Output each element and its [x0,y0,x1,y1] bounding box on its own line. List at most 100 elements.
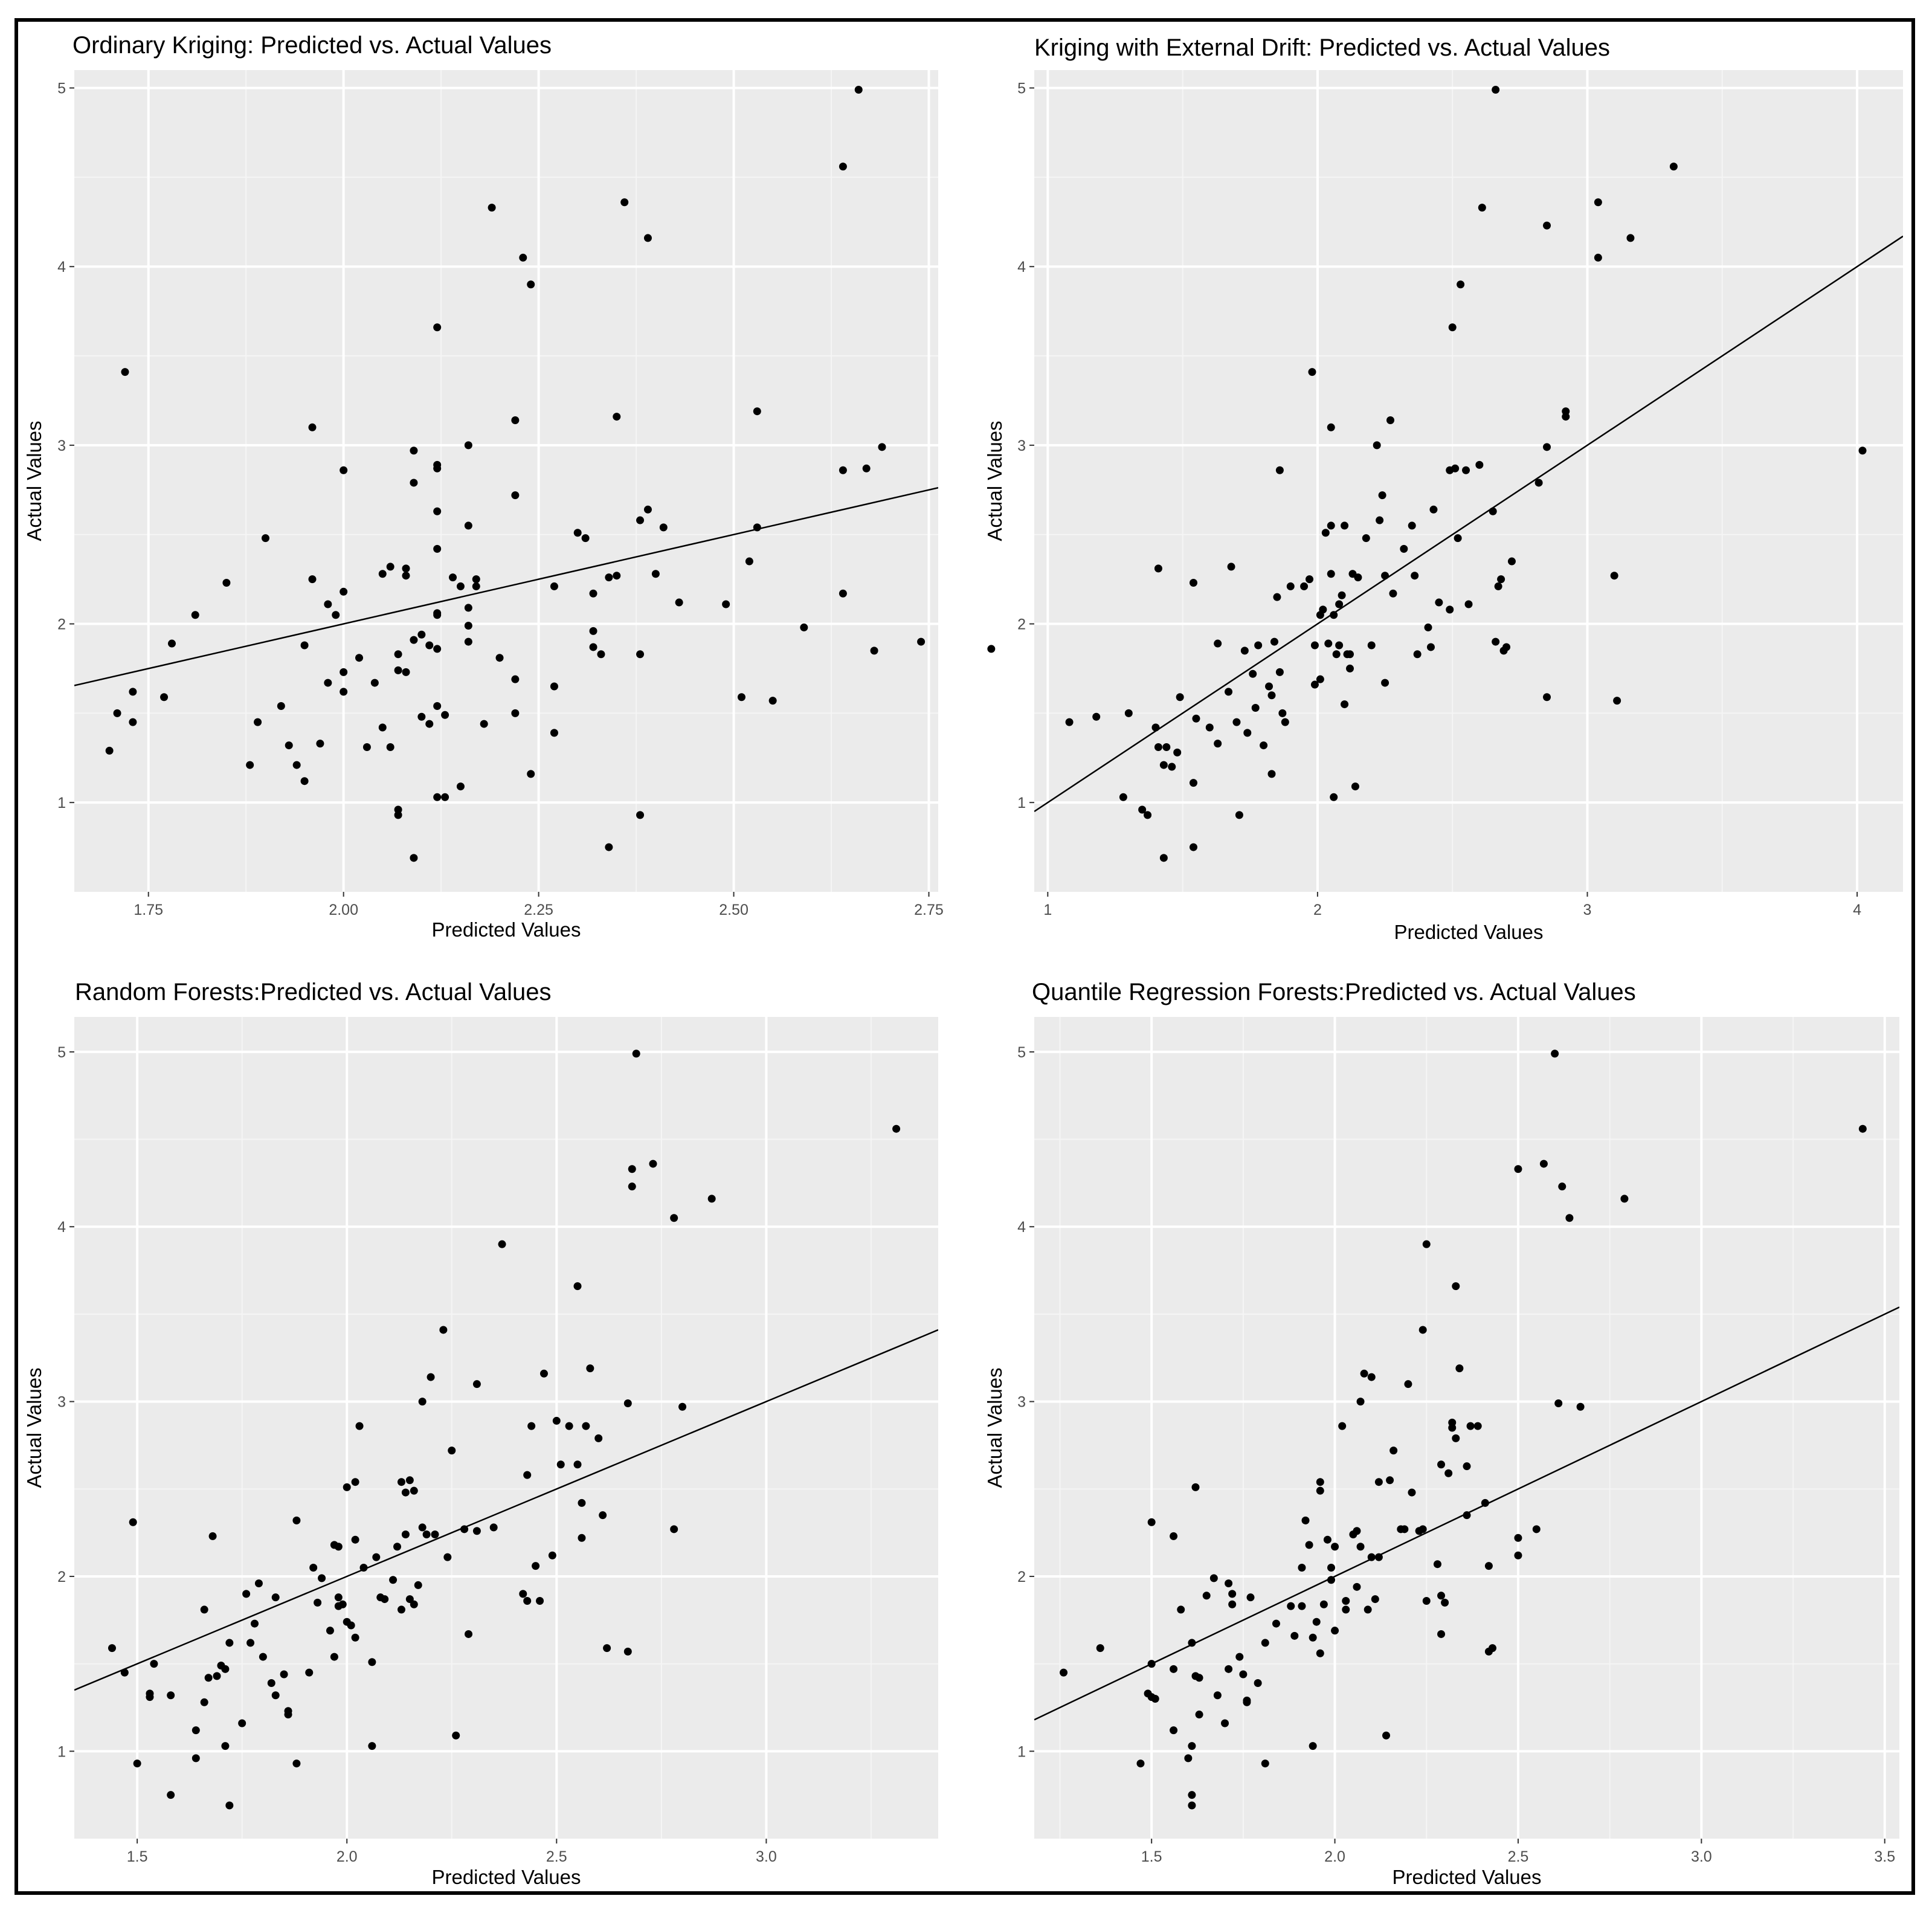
data-point [1308,368,1316,376]
data-point [448,1447,456,1455]
data-point [402,572,410,580]
data-point [1124,709,1133,717]
data-point [464,521,472,530]
x-axis-label: Predicted Values [431,918,581,941]
y-tick-label: 2 [1017,616,1026,633]
data-point [433,544,442,553]
panel-2: 1 2 3 4 1 2 3 4 5 Kriging with External Drift: Pr… [984,34,1903,943]
data-point [267,1679,275,1687]
data-point [441,793,449,801]
y-tick-label: 5 [1017,1044,1026,1061]
data-point [1386,1476,1394,1485]
data-point [1374,1553,1383,1561]
data-point [511,491,520,500]
x-axis-label: Predicted Values [1394,921,1543,943]
data-point [1492,637,1500,646]
data-point [594,1434,603,1442]
data-point [393,1543,402,1551]
data-point [1362,534,1370,543]
data-point [292,761,301,769]
data-point [527,770,535,778]
data-point [670,1525,678,1534]
data-point [1356,1543,1365,1551]
data-point [527,280,535,289]
data-point [1437,1630,1446,1638]
y-tick-label: 5 [57,80,66,97]
data-point [1251,703,1260,712]
data-point [308,575,317,584]
data-point [362,743,371,752]
data-point [1246,1593,1255,1602]
data-point [225,1801,234,1810]
data-point [192,1726,200,1735]
data-point [334,1593,343,1602]
fit-line [74,1329,938,1691]
data-point [394,811,402,819]
data-point [309,1563,318,1572]
data-point [1287,1602,1295,1610]
data-point [372,1553,381,1561]
data-point [1594,253,1602,262]
data-point [1267,770,1276,778]
data-point [150,1660,158,1668]
data-point [1176,693,1184,702]
data-point [129,718,137,726]
data-point [418,1523,427,1532]
data-point [623,1399,632,1407]
data-point [1463,1462,1471,1471]
data-point [707,1195,716,1203]
data-point [1202,1592,1211,1600]
data-point [1327,423,1335,431]
data-point [277,702,285,711]
data-point [1400,1525,1409,1534]
data-point [1260,741,1268,750]
data-point [1332,650,1341,659]
data-point [200,1605,208,1614]
data-point [745,557,753,566]
data-point [1184,1754,1193,1763]
data-point [1400,544,1408,553]
data-point [1309,1742,1317,1750]
data-point [1316,675,1324,683]
data-point [1858,1124,1867,1133]
data-point [343,1483,351,1491]
chart-title: Random Forests:Predicted vs. Actual Valu… [75,979,552,1005]
data-point [368,1742,376,1750]
data-point [623,1647,632,1656]
data-point [192,1754,200,1763]
data-point [1341,700,1349,709]
data-point [597,650,605,659]
data-point [340,466,348,474]
data-point [410,854,418,862]
data-point [1170,1726,1178,1735]
data-point [1309,1633,1317,1642]
data-point [417,630,426,639]
data-point [1225,688,1233,696]
data-point [1497,575,1505,584]
data-point [1353,1582,1361,1591]
data-point [1261,1639,1269,1647]
data-point [1454,534,1462,543]
data-point [1272,1619,1280,1628]
data-point [433,611,442,619]
data-point [1551,1050,1559,1058]
data-point [1594,198,1602,207]
data-point [1188,1791,1196,1799]
x-tick-label: 2.0 [336,1848,358,1865]
data-point [425,720,434,728]
data-point [261,534,269,543]
data-point [105,746,114,755]
data-point [381,1595,389,1604]
data-point [1213,1691,1222,1700]
x-tick-label: 2.00 [329,902,358,918]
data-point [1065,718,1074,726]
data-point [1539,1160,1548,1168]
data-point [1300,582,1309,590]
data-point [1096,1644,1104,1653]
data-point [340,688,348,696]
data-point [1138,805,1147,814]
data-point [589,643,597,651]
data-point [397,1478,405,1486]
data-point [449,573,457,582]
panel-3: 1.5 2.0 2.5 3.0 1 2 3 4 5 Random Forests:Predicte… [23,979,938,1888]
